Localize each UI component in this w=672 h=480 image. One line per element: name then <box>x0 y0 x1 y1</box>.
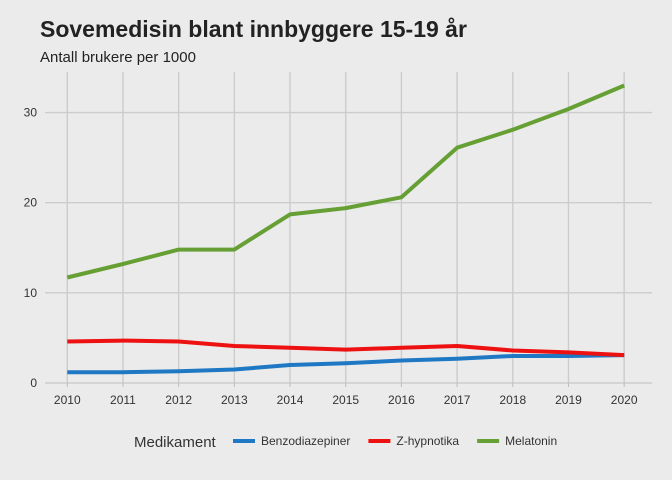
y-tick-label: 30 <box>24 106 38 120</box>
y-tick-label: 10 <box>24 286 38 300</box>
series-line-benzodiazepiner <box>67 353 625 375</box>
series-layer <box>66 83 625 375</box>
x-tick-label: 2013 <box>221 393 248 407</box>
y-tick-label: 0 <box>30 376 37 390</box>
axis-layer: 0 10 20 30 2010 2011 2012 2013 2014 2015 2016 2017 2… <box>24 106 638 407</box>
x-tick-label: 2019 <box>555 393 582 407</box>
x-tick-label: 2016 <box>388 393 415 407</box>
x-tick-label: 2010 <box>54 393 81 407</box>
series-line-z-hypnotika <box>67 338 625 358</box>
series-line-melatonin <box>66 83 625 280</box>
legend: Medikament Benzodiazepiner Z-hypnotika Mel… <box>134 434 557 451</box>
chart-subtitle: Antall brukere per 1000 <box>40 49 196 66</box>
x-tick-label: 2014 <box>277 393 304 407</box>
x-tick-label: 2017 <box>444 393 471 407</box>
chart-title: Sovemedisin blant innbyggere 15-19 år <box>40 16 467 42</box>
legend-label: Benzodiazepiner <box>261 434 350 448</box>
x-tick-label: 2015 <box>332 393 359 407</box>
legend-label: Z-hypnotika <box>396 434 459 448</box>
x-tick-label: 2020 <box>611 393 638 407</box>
legend-title: Medikament <box>134 434 217 451</box>
grid-layer <box>45 72 652 384</box>
x-tick-label: 2012 <box>165 393 192 407</box>
legend-label: Melatonin <box>505 434 557 448</box>
x-tick-label: 2011 <box>110 393 136 407</box>
y-tick-label: 20 <box>24 196 38 210</box>
x-tick-label: 2018 <box>499 393 526 407</box>
